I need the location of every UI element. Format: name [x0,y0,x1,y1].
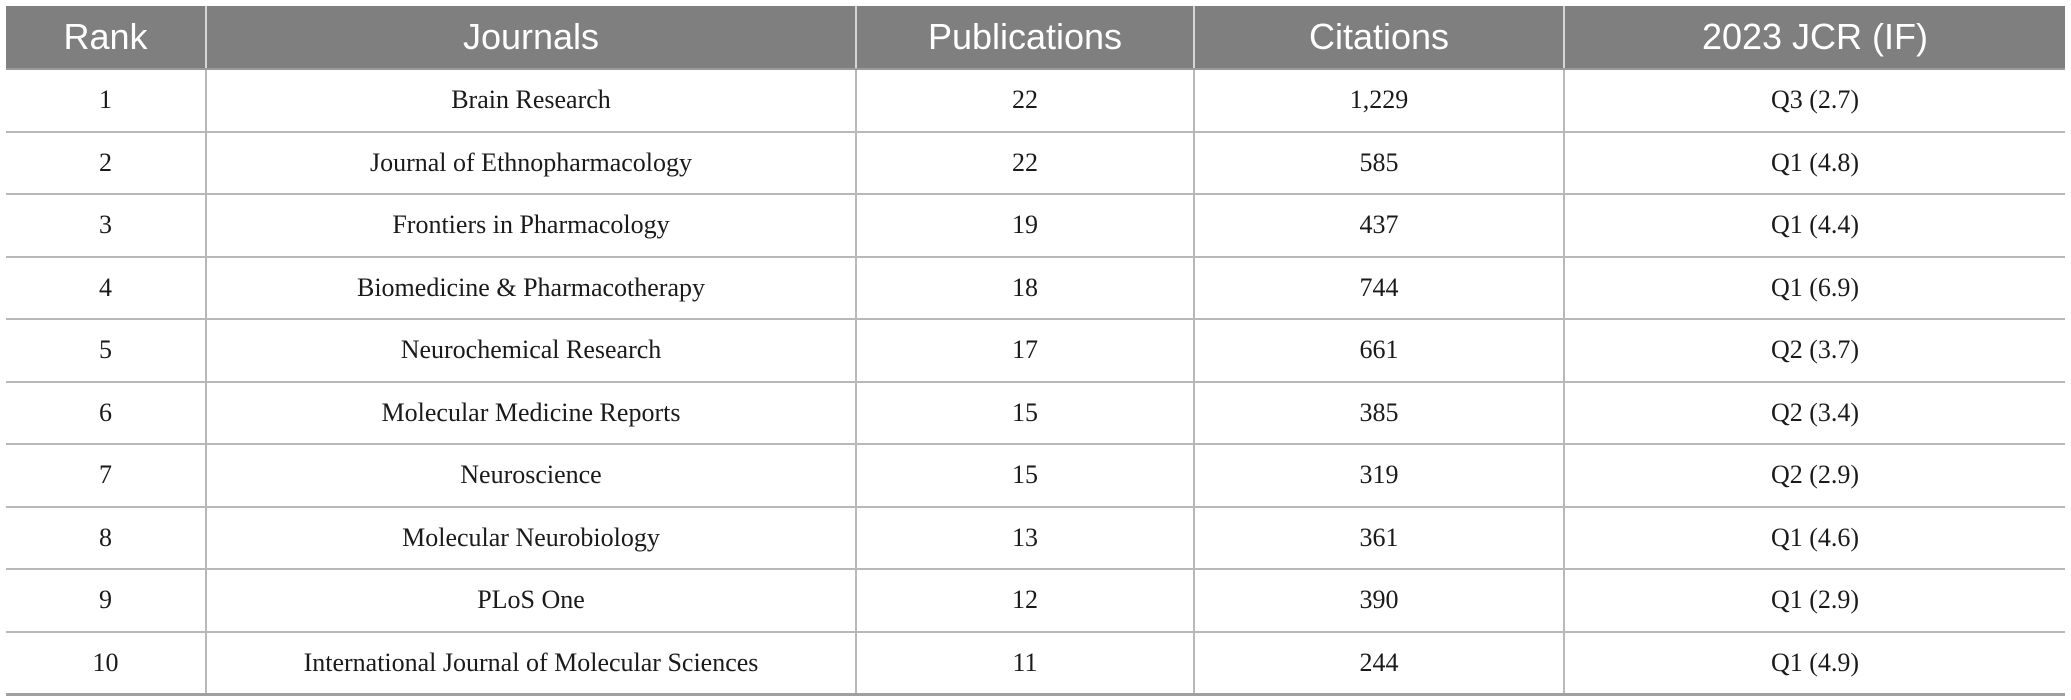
cell-publications: 18 [855,256,1194,320]
cell-jcr: Q2 (3.4) [1563,381,2065,445]
journals-table: Rank Journals Publications Citations 202… [6,6,2065,696]
cell-publications: 15 [855,381,1194,445]
cell-rank: 9 [6,569,206,633]
cell-publications: 11 [855,631,1194,696]
cell-citations: 244 [1193,631,1564,696]
cell-jcr: Q1 (4.6) [1563,506,2065,570]
cell-publications: 13 [855,506,1194,570]
cell-jcr: Q1 (4.8) [1563,131,2065,195]
cell-publications: 19 [855,194,1194,258]
table-row: 6 Molecular Medicine Reports 15 385 Q2 (3.4) [6,381,2065,445]
cell-rank: 2 [6,131,206,195]
header-jcr: 2023 JCR (IF) [1563,6,2065,70]
cell-journal: Molecular Neurobiology [205,506,856,570]
cell-journal: Neurochemical Research [205,319,856,383]
cell-rank: 10 [6,631,206,696]
table-row: 2 Journal of Ethnopharmacology 22 585 Q1 (4.… [6,131,2065,195]
cell-citations: 319 [1193,444,1564,508]
table-header: Rank Journals Publications Citations 202… [6,6,2065,70]
table-row: 10 International Journal of Molecular Sci… [6,631,2065,696]
cell-publications: 15 [855,444,1194,508]
cell-journal: International Journal of Molecular Scien… [205,631,856,696]
cell-jcr: Q1 (6.9) [1563,256,2065,320]
cell-publications: 22 [855,69,1194,133]
table-row: 3 Frontiers in Pharmacology 19 437 Q1 (4.4) [6,194,2065,258]
cell-jcr: Q1 (4.9) [1563,631,2065,696]
cell-citations: 390 [1193,569,1564,633]
cell-citations: 744 [1193,256,1564,320]
cell-citations: 585 [1193,131,1564,195]
cell-publications: 17 [855,319,1194,383]
cell-journal: Frontiers in Pharmacology [205,194,856,258]
table-row: 9 PLoS One 12 390 Q1 (2.9) [6,569,2065,633]
cell-journal: Biomedicine & Pharmacotherapy [205,256,856,320]
cell-journal: Neuroscience [205,444,856,508]
header-citations: Citations [1193,6,1564,70]
cell-rank: 5 [6,319,206,383]
cell-rank: 8 [6,506,206,570]
cell-rank: 3 [6,194,206,258]
cell-journal: PLoS One [205,569,856,633]
cell-rank: 4 [6,256,206,320]
table-row: 1 Brain Research 22 1,229 Q3 (2.7) [6,69,2065,133]
cell-citations: 385 [1193,381,1564,445]
cell-journal: Brain Research [205,69,856,133]
cell-citations: 661 [1193,319,1564,383]
cell-publications: 12 [855,569,1194,633]
table-row: 8 Molecular Neurobiology 13 361 Q1 (4.6) [6,506,2065,570]
header-publications: Publications [855,6,1194,70]
cell-jcr: Q1 (4.4) [1563,194,2065,258]
cell-rank: 6 [6,381,206,445]
journals-table-container: Rank Journals Publications Citations 202… [6,6,2065,696]
cell-jcr: Q2 (2.9) [1563,444,2065,508]
table-row: 4 Biomedicine & Pharmacotherapy 18 744 Q1 (6… [6,256,2065,320]
cell-jcr: Q1 (2.9) [1563,569,2065,633]
cell-journal: Molecular Medicine Reports [205,381,856,445]
cell-rank: 1 [6,69,206,133]
cell-citations: 1,229 [1193,69,1564,133]
cell-jcr: Q3 (2.7) [1563,69,2065,133]
cell-rank: 7 [6,444,206,508]
cell-citations: 361 [1193,506,1564,570]
cell-journal: Journal of Ethnopharmacology [205,131,856,195]
cell-jcr: Q2 (3.7) [1563,319,2065,383]
cell-publications: 22 [855,131,1194,195]
table-row: 5 Neurochemical Research 17 661 Q2 (3.7) [6,319,2065,383]
header-journals: Journals [205,6,856,70]
header-row: Rank Journals Publications Citations 202… [6,6,2065,70]
table-row: 7 Neuroscience 15 319 Q2 (2.9) [6,444,2065,508]
table-body: 1 Brain Research 22 1,229 Q3 (2.7) 2 Journal o… [6,69,2065,696]
header-rank: Rank [6,6,206,70]
cell-citations: 437 [1193,194,1564,258]
